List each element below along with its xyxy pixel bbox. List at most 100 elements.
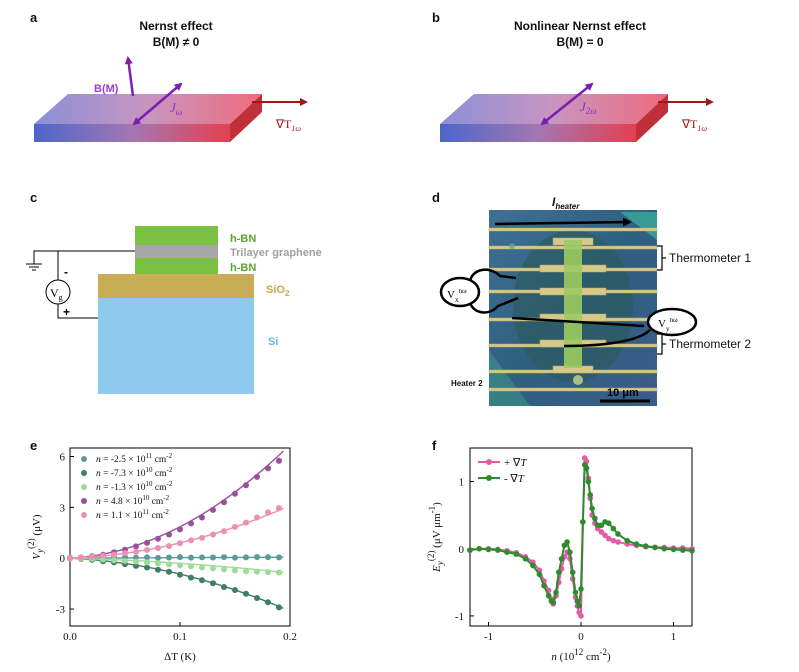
current-arrow [132,82,183,126]
data-point [78,554,84,561]
current-label: J2ω [580,99,597,116]
slab-top-face [440,94,668,124]
data-point [587,492,594,498]
data-point [133,548,139,555]
data-point [545,592,552,599]
data-point [155,560,161,567]
heater-current-arrow [494,217,632,227]
panel-d: d Iheater Thermometer 1 [432,190,751,406]
thermometer-1-label: Thermometer 1 [669,251,751,265]
data-point [166,542,172,549]
panel-b-title: Nonlinear Nernst effect [514,19,646,33]
data-point [589,505,595,512]
panel-e-label: e [30,438,37,453]
data-point [580,519,586,525]
scale-bar-label: 10 μm [607,387,639,399]
hbn-bottom-label: h-BN [230,262,256,274]
data-point [598,529,605,535]
x-tick-label: 1 [671,631,677,643]
data-point [155,554,161,561]
thermometer-2-bracket [657,333,663,355]
vy-wire-bottom [563,329,651,348]
magnetic-field-arrow [124,56,135,97]
series-line [469,460,693,607]
y-tick-label: -1 [455,611,464,623]
data-point [585,478,592,485]
data-point [188,563,194,570]
x-tick-label: -1 [484,631,493,643]
data-point [564,539,570,545]
data-point [485,546,492,553]
data-point [536,571,543,578]
data-point [232,554,238,561]
y-tick-label: 0 [60,553,66,565]
vx-label: Vxnω [447,287,467,304]
y-tick-label: 1 [459,477,465,489]
data-point [177,562,183,569]
data-point [177,571,183,578]
vy-label: Vynω [658,316,678,333]
slab-front-face [34,124,230,142]
graphene-channel [564,240,582,368]
data-point [144,554,150,561]
data-point [615,531,621,537]
data-point [188,574,194,581]
data-point [652,544,658,551]
legend-entry: n = -7.3 × 1010 cm-2 [96,466,173,479]
slab-top-face [34,94,262,124]
data-point [232,490,238,497]
data-point [567,549,573,555]
legend-entry: n = 1.1 × 1011 cm-2 [96,508,169,521]
data-point [210,554,216,561]
plus-sign: + [63,305,70,319]
data-point [221,554,227,561]
data-point [553,589,559,596]
data-point [504,549,510,555]
data-point [569,569,576,576]
hbn-top-label: h-BN [230,233,256,245]
x-tick-label: 0 [578,631,584,643]
gate-wire [57,304,98,319]
gradient-label: ∇T1ω [275,117,301,133]
data-point [232,523,238,530]
data-point [111,551,117,558]
data-point [232,567,238,574]
ground-wire [33,250,58,264]
panel-f: f -1 0 1 -1 0 1 n (1012 cm-2) Ey(2) (μV μm-1) + … [426,438,695,663]
data-point [276,569,282,576]
heater-2-label: Heater 2 [451,379,483,388]
data-point [265,599,271,606]
legend-marker [81,512,87,518]
x-tick-label: 0.2 [283,631,297,643]
y-tick-label: 6 [60,451,66,463]
data-point [578,586,584,592]
data-point [276,554,282,561]
sio2-layer [98,274,254,298]
data-point [221,499,227,506]
data-point [558,556,565,562]
slab-side-face [230,94,262,142]
data-point [615,539,621,545]
data-point [679,547,686,553]
data-point [243,554,249,561]
legend-marker [81,498,87,504]
data-point [133,562,139,569]
panel-b-label: b [432,10,440,25]
minus-sign: - [64,265,68,279]
data-point [642,543,649,549]
vy-voltmeter-icon [646,307,698,337]
data-point [605,520,612,527]
data-point [670,546,677,553]
data-point [265,465,271,472]
data-point [265,569,271,576]
data-point [144,564,150,571]
data-point [522,556,529,562]
vx-voltmeter-icon [439,276,481,308]
data-point [243,519,249,526]
data-point [530,562,536,569]
panel-f-label: f [432,438,437,453]
data-point [199,534,205,541]
data-point [592,515,598,522]
data-point [254,514,260,521]
